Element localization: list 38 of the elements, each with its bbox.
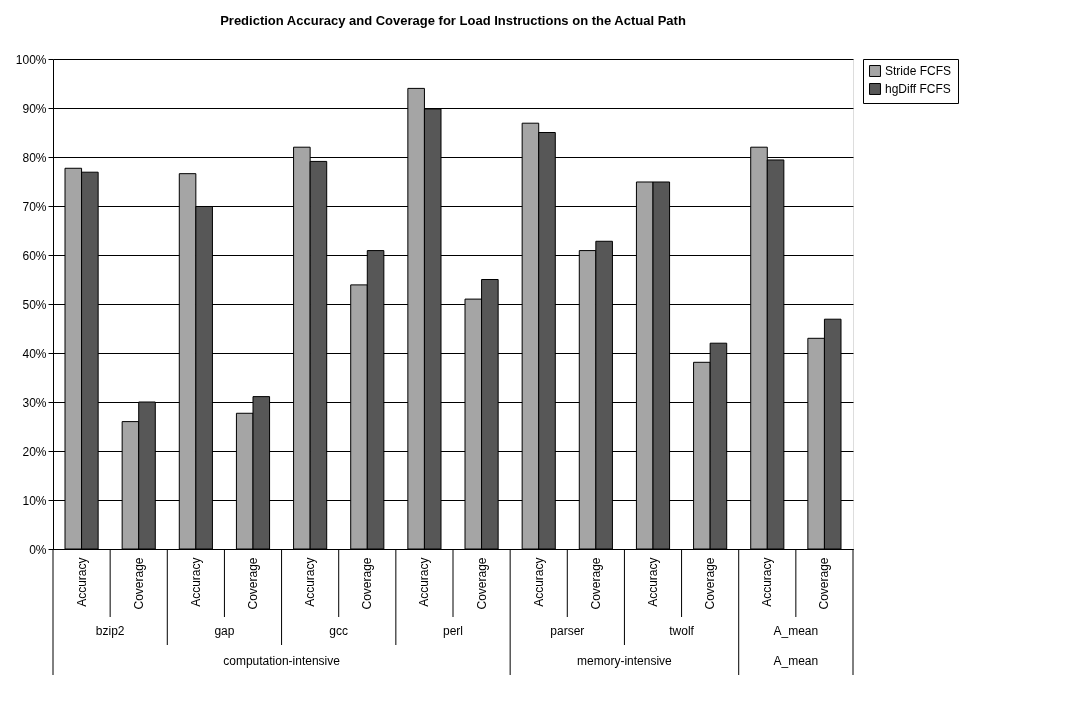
y-tick-label: 80%: [22, 150, 47, 165]
y-tick-label: 30%: [22, 395, 47, 410]
y-tick-label: 60%: [22, 248, 47, 263]
y-tick-label: 40%: [22, 346, 47, 361]
text: bzip2: [95, 624, 125, 638]
x-tick-label: Accuracy: [188, 557, 203, 607]
x-tick-label: Accuracy: [760, 557, 775, 607]
chart-title: Prediction Accuracy and Coverage for Load Instructions on the Actual Path: [220, 13, 686, 28]
text: A_mean: [773, 654, 819, 668]
x-tick-label: Coverage: [588, 557, 603, 610]
text: parser: [550, 624, 585, 638]
x-tick-label: Accuracy: [531, 557, 546, 607]
text: gap: [214, 624, 235, 638]
legend-label: hgDiff FCFS: [885, 82, 951, 96]
x-tick-label: Accuracy: [646, 557, 660, 607]
y-tick-label: 50%: [22, 297, 47, 312]
y-tick-label: 0%: [29, 542, 47, 557]
text: perl: [442, 624, 464, 638]
x-tick-label: Coverage: [360, 557, 375, 610]
x-tick-label: Accuracy: [303, 557, 318, 607]
y-tick-label: 20%: [22, 444, 47, 459]
x-tick-label: Coverage: [703, 557, 718, 610]
text: A_mean: [773, 624, 819, 638]
legend-label: Stride FCFS: [885, 64, 952, 78]
x-tick-label: Coverage: [474, 557, 489, 610]
text: twolf: [669, 624, 695, 638]
y-tick-label: 70%: [22, 199, 47, 214]
y-tick-label: 100%: [15, 52, 47, 67]
text: gcc: [329, 624, 349, 638]
x-tick-label: Accuracy: [74, 557, 89, 607]
y-tick-label: 90%: [22, 101, 47, 116]
x-tick-label: Coverage: [246, 557, 260, 610]
text: computation-intensive: [223, 654, 341, 668]
x-tick-label: Coverage: [817, 557, 832, 610]
y-tick-label: 10%: [22, 493, 47, 508]
x-tick-label: Accuracy: [417, 557, 432, 607]
text: memory-intensive: [577, 654, 673, 668]
x-tick-label: Coverage: [131, 557, 146, 610]
